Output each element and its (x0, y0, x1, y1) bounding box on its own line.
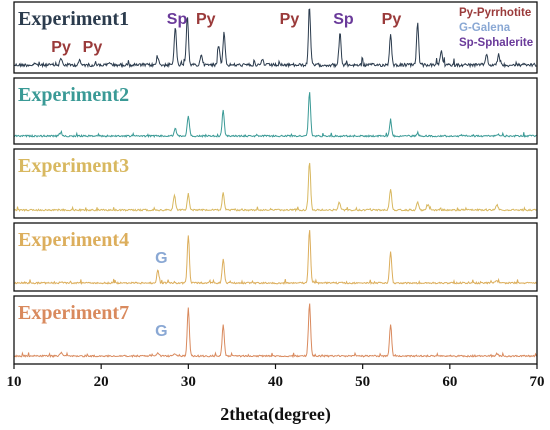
series-label-3: Experiment3 (18, 155, 129, 177)
series-label-5: Experiment7 (18, 302, 129, 324)
panel-1: Experiment1 (13, 1, 538, 74)
x-tick-label-6: 60 (442, 374, 457, 390)
panel-2: Experiment2 (13, 77, 538, 145)
x-tick-label-1: 10 (7, 374, 22, 390)
x-tick-label-2: 20 (94, 374, 109, 390)
panel-frame-4 (13, 222, 538, 292)
series-label-4: Experiment4 (18, 229, 129, 251)
legend-entry-3: Sp-Sphalerite (459, 37, 533, 49)
peak-annotation-1: Py (51, 39, 71, 56)
panel-5: Experiment7 (13, 295, 538, 365)
panel-frame-3 (13, 148, 538, 219)
peak-annotation-8: G (155, 250, 167, 267)
series-line-5 (13, 303, 538, 359)
panel-frame-2 (13, 77, 538, 145)
peak-annotation-7: Py (382, 11, 402, 28)
series-label-2: Experiment2 (18, 84, 129, 106)
peak-annotation-9: G (155, 323, 167, 340)
x-tick-label-7: 70 (530, 374, 545, 390)
peak-annotation-3: Sp (167, 11, 188, 28)
x-axis-title: 2theta(degree) (220, 404, 331, 425)
peak-annotation-6: Sp (333, 11, 354, 28)
legend-entry-2: G-Galena (459, 22, 511, 34)
panel-3: Experiment3 (13, 148, 538, 219)
x-tick-label-4: 40 (268, 374, 283, 390)
x-tick-label-3: 30 (181, 374, 196, 390)
x-tick-label-5: 50 (355, 374, 370, 390)
legend-entry-1: Py-Pyrrhotite (459, 7, 531, 19)
series-line-2 (13, 92, 538, 139)
peak-annotation-5: Py (280, 11, 300, 28)
panel-frame-1 (13, 1, 538, 74)
series-line-1 (13, 8, 538, 69)
series-line-3 (13, 162, 538, 213)
panel-4: Experiment4 (13, 222, 538, 292)
series-label-1: Experiment1 (18, 8, 129, 30)
peak-annotation-2: Py (83, 39, 103, 56)
series-line-4 (13, 230, 538, 285)
peak-annotation-4: Py (196, 11, 216, 28)
